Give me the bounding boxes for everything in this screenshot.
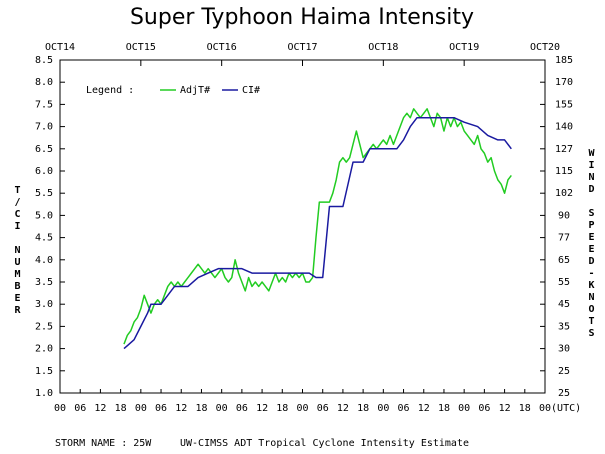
x-top-tick-label: OCT14	[45, 42, 75, 53]
y-tick-label: 7.0	[35, 122, 53, 133]
x-tick-label: 18	[357, 403, 369, 414]
x-tick-label: 18	[519, 403, 531, 414]
y-tick-label: 6.5	[35, 144, 53, 155]
subtitle: UW-CIMSS ADT Tropical Cyclone Intensity …	[180, 438, 469, 449]
y2-tick-label: 35	[558, 321, 570, 332]
series-line	[123, 116, 512, 350]
y-tick-label: 7.5	[35, 99, 53, 110]
y2-axis-title: WIND SPEED-KNOTS	[586, 148, 597, 340]
x-top-tick-label: OCT20	[530, 42, 560, 53]
x-tick-label: 12	[175, 403, 187, 414]
x-top-tick-label: OCT16	[207, 42, 237, 53]
y-tick-label: 6.0	[35, 166, 53, 177]
y2-tick-label: 65	[558, 255, 570, 266]
x-tick-label: 00	[297, 403, 309, 414]
y2-tick-label: 185	[555, 55, 573, 66]
y-tick-label: 2.5	[35, 321, 53, 332]
y2-tick-label: 155	[555, 99, 573, 110]
y2-tick-label: 115	[555, 166, 573, 177]
y-tick-label: 3.0	[35, 299, 53, 310]
plot-frame	[59, 59, 546, 394]
y2-tick-label: 25	[558, 366, 570, 377]
series-line	[123, 108, 512, 345]
y-tick-label: 5.5	[35, 188, 53, 199]
x-tick-label: 00(UTC)	[539, 403, 581, 414]
x-top-tick-label: OCT15	[126, 42, 156, 53]
x-tick-label: 00	[216, 403, 228, 414]
x-tick-label: 00	[458, 403, 470, 414]
y-axis-title: T/CI NUMBER	[12, 185, 23, 317]
y-tick-label: 5.0	[35, 210, 53, 221]
x-tick-label: 12	[337, 403, 349, 414]
x-tick-label: 18	[115, 403, 127, 414]
y2-tick-label: 45	[558, 299, 570, 310]
y2-tick-label: 25	[558, 388, 570, 399]
y2-tick-label: 30	[558, 344, 570, 355]
y2-tick-label: 127	[555, 144, 573, 155]
x-top-tick-label: OCT18	[368, 42, 398, 53]
y2-tick-label: 102	[555, 188, 573, 199]
x-tick-label: 06	[74, 403, 86, 414]
x-tick-label: 06	[155, 403, 167, 414]
x-tick-label: 18	[195, 403, 207, 414]
y-tick-label: 2.0	[35, 344, 53, 355]
y-tick-label: 3.5	[35, 277, 53, 288]
x-tick-label: 12	[94, 403, 106, 414]
x-top-tick-label: OCT19	[449, 42, 479, 53]
x-tick-label: 18	[438, 403, 450, 414]
y2-tick-label: 140	[555, 122, 573, 133]
y-tick-label: 8.5	[35, 55, 53, 66]
x-tick-label: 12	[418, 403, 430, 414]
storm-name: STORM NAME : 25W	[55, 438, 152, 449]
x-tick-label: 00	[135, 403, 147, 414]
y-tick-label: 1.5	[35, 366, 53, 377]
legend-label: AdjT#	[180, 85, 210, 96]
chart-title: Super Typhoon Haima Intensity	[130, 5, 474, 30]
legend-title: Legend :	[86, 85, 134, 96]
y-tick-label: 8.0	[35, 77, 53, 88]
y-tick-label: 1.0	[35, 388, 53, 399]
x-tick-label: 12	[499, 403, 511, 414]
x-tick-label: 00	[54, 403, 66, 414]
y-tick-label: 4.5	[35, 233, 53, 244]
x-tick-label: 06	[478, 403, 490, 414]
x-tick-label: 12	[256, 403, 268, 414]
x-tick-label: 06	[398, 403, 410, 414]
x-tick-label: 00	[377, 403, 389, 414]
y2-tick-label: 77	[558, 233, 570, 244]
y2-tick-label: 55	[558, 277, 570, 288]
legend-label: CI#	[242, 85, 260, 96]
x-tick-label: 06	[317, 403, 329, 414]
x-tick-label: 18	[276, 403, 288, 414]
y-tick-label: 4.0	[35, 255, 53, 266]
x-tick-label: 06	[236, 403, 248, 414]
x-top-tick-label: OCT17	[287, 42, 317, 53]
y2-tick-label: 170	[555, 77, 573, 88]
y2-tick-label: 90	[558, 210, 570, 221]
